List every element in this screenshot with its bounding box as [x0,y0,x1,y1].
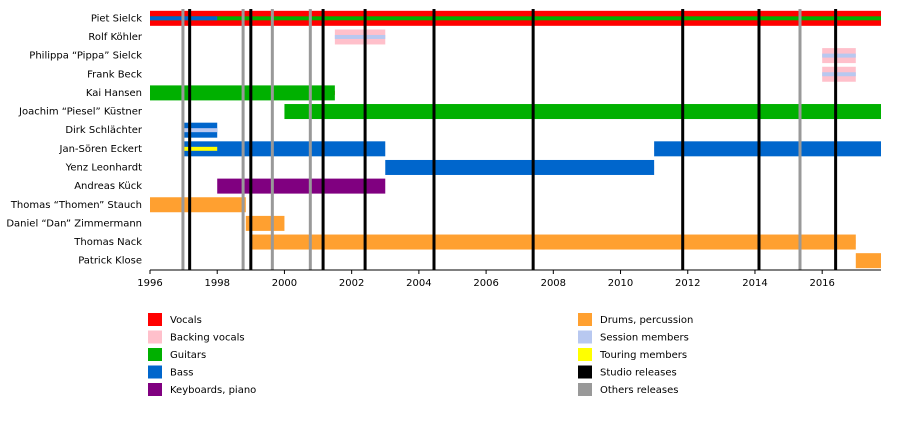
row-label: Kai Hansen [86,88,142,99]
member-bar [150,16,881,21]
member-bar [150,197,246,213]
member-bar [284,104,881,120]
legend-label: Guitars [170,350,206,361]
member-bar [334,34,386,39]
member-bar [855,253,881,269]
row-label: Piet Sielck [91,13,142,24]
member-bar [245,215,285,231]
legend-swatch [578,383,592,396]
x-tick-label: 2008 [541,278,566,289]
legend-label: Keyboards, piano [170,385,256,396]
legend-swatch [578,313,592,326]
legend-swatch [148,383,162,396]
x-tick-label: 2010 [608,278,633,289]
member-bar [822,72,856,77]
legend-swatch [148,348,162,361]
legend-swatch [578,348,592,361]
legend-swatch [578,365,592,379]
member-bar [217,178,386,194]
x-tick-label: 2000 [272,278,297,289]
x-tick-label: 2006 [473,278,498,289]
legend-label: Bass [170,368,193,379]
member-bar [654,141,881,157]
row-label: Patrick Klose [78,256,142,267]
member-bar [822,53,856,58]
row-label: Dirk Schlächter [65,125,143,136]
x-tick-label: 2004 [406,278,431,289]
x-tick-label: 2014 [742,278,767,289]
row-label: Yenz Leonhardt [65,162,142,173]
member-bar [183,128,218,133]
legend-label: Studio releases [600,368,677,379]
member-bar [250,234,856,250]
row-label: Daniel “Dan” Zimmermann [6,218,142,229]
member-bar [183,141,386,157]
x-tick-label: 2016 [809,278,834,289]
legend-swatch [578,330,592,344]
row-label: Joachim “Piesel” Küstner [18,107,143,118]
row-label: Thomas Nack [73,237,142,248]
legend-swatch [148,313,162,326]
row-label: Thomas “Thomen” Stauch [10,200,142,211]
row-label: Jan-Sören Eckert [59,144,143,155]
legend-swatch [148,330,162,344]
x-tick-label: 2012 [675,278,700,289]
legend-label: Touring members [599,350,687,361]
legend-label: Backing vocals [170,333,245,344]
row-label: Philippa “Pippa” Sielck [29,51,142,62]
legend-label: Drums, percussion [600,315,693,326]
row-label: Rolf Köhler [88,32,143,43]
x-tick-label: 2002 [339,278,364,289]
legend-label: Others releases [600,385,678,396]
legend-label: Vocals [170,315,202,326]
legend-label: Session members [600,333,689,344]
row-label: Andreas Kück [74,181,142,192]
x-tick-label: 1996 [137,278,162,289]
member-bar [183,146,218,151]
x-tick-label: 1998 [204,278,229,289]
legend-swatch [148,365,162,379]
row-label: Frank Beck [87,69,142,80]
member-bar [385,159,655,175]
